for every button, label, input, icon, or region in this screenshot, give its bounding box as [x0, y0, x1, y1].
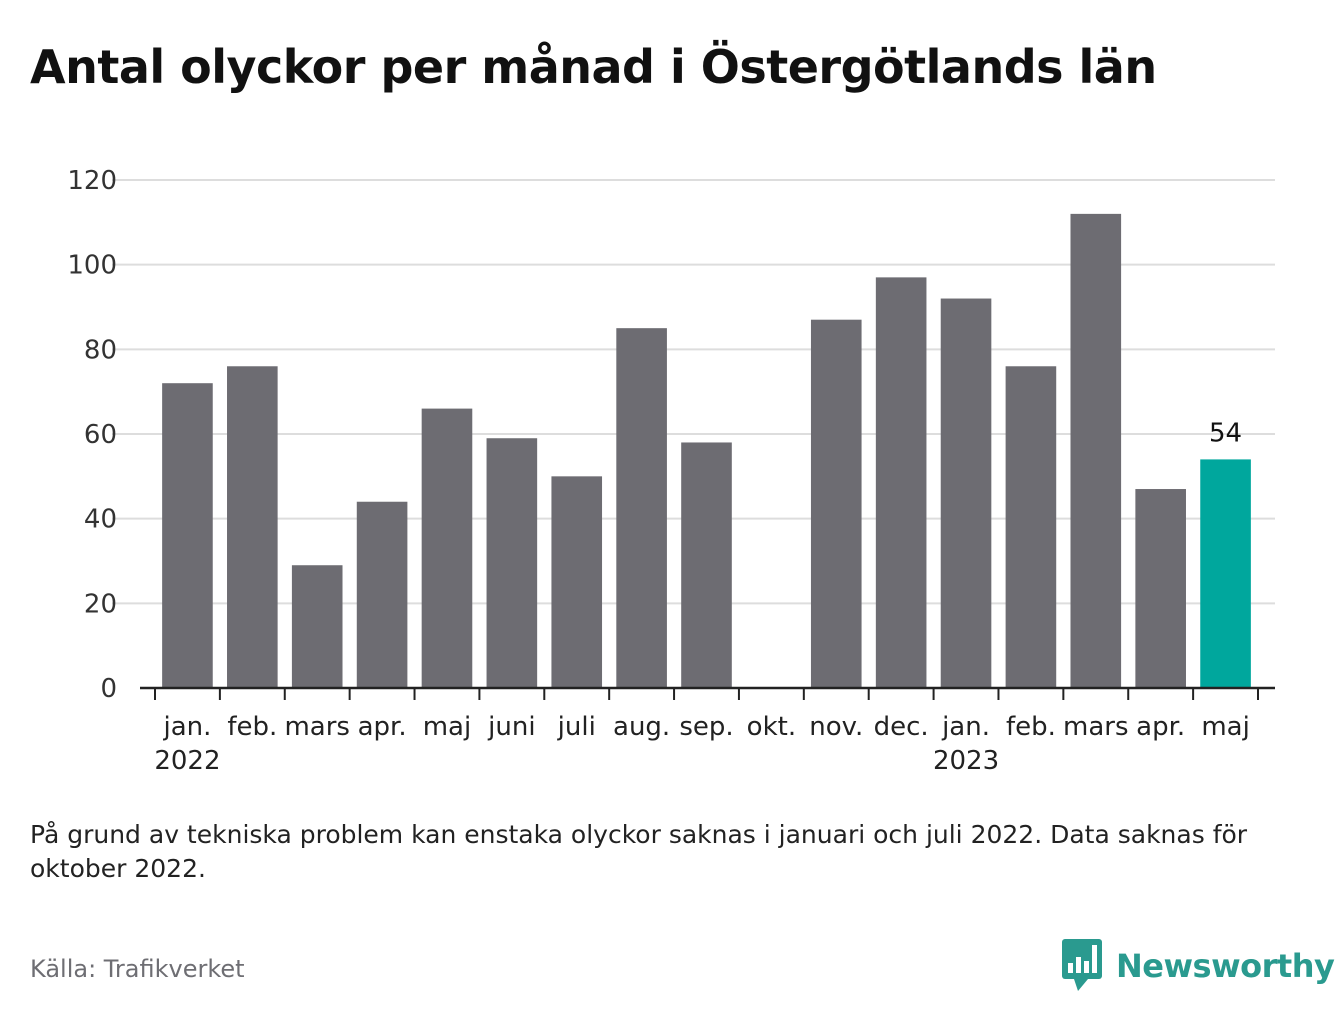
data-labels: 54	[1209, 418, 1242, 448]
x-axis	[140, 686, 1275, 700]
x-tick-label: juni	[487, 712, 535, 742]
bar	[810, 319, 862, 688]
y-tick-label: 120	[67, 166, 117, 196]
x-tick-label: mars	[1063, 712, 1129, 742]
x-year-label: 2022	[154, 746, 220, 776]
bar	[227, 366, 278, 688]
y-tick-label: 60	[84, 420, 117, 450]
bar	[356, 501, 408, 688]
bar	[421, 408, 473, 688]
newsworthy-logo: Newsworthy	[1062, 938, 1335, 994]
x-tick-label: jan.	[941, 712, 990, 742]
chart-note: På grund av tekniska problem kan enstaka…	[30, 820, 1248, 883]
bar	[1135, 489, 1186, 688]
x-tick-label: jan.	[162, 712, 211, 742]
x-tick-label: maj	[423, 712, 471, 742]
chart-title: Antal olyckor per månad i Östergötlands …	[30, 40, 1157, 94]
x-tick-label: aug.	[613, 712, 670, 742]
y-tick-label: 20	[84, 589, 117, 619]
bar	[551, 476, 603, 688]
x-tick-label: apr.	[358, 712, 407, 742]
x-tick-label: feb.	[1006, 712, 1056, 742]
bar	[681, 442, 732, 688]
bar	[486, 438, 538, 688]
x-tick-label: feb.	[227, 712, 277, 742]
bar	[162, 383, 213, 688]
bars	[162, 213, 1251, 688]
x-tick-label: dec.	[874, 712, 929, 742]
bar-chart-speech-bubble-icon	[1062, 939, 1102, 991]
y-tick-label: 0	[100, 674, 117, 704]
bar	[1070, 213, 1122, 688]
bar	[940, 298, 992, 688]
x-tick-label: sep.	[679, 712, 733, 742]
bar	[1200, 459, 1251, 688]
x-tick-label: maj	[1201, 712, 1249, 742]
brand-name: Newsworthy	[1116, 947, 1335, 985]
source-credit: Källa: Trafikverket	[30, 955, 245, 983]
bar	[875, 277, 927, 688]
x-tick-label: mars	[284, 712, 350, 742]
y-tick-label: 40	[84, 505, 117, 535]
x-year-label: 2023	[933, 746, 999, 776]
bar	[1005, 366, 1057, 688]
bar	[291, 565, 343, 688]
bar	[616, 328, 667, 688]
x-tick-label: juli	[557, 712, 596, 742]
x-tick-label: apr.	[1136, 712, 1185, 742]
y-tick-label: 100	[67, 251, 117, 281]
x-axis-labels: jan. feb. mars apr. maj juni juli aug. sep. okt. n…	[154, 712, 1249, 776]
x-tick-label: nov.	[809, 712, 863, 742]
y-axis-ticks: 0 20 40 60 80 100 120	[67, 166, 117, 704]
y-tick-label: 80	[84, 335, 117, 365]
data-label: 54	[1209, 418, 1242, 448]
x-tick-label: okt.	[747, 712, 796, 742]
